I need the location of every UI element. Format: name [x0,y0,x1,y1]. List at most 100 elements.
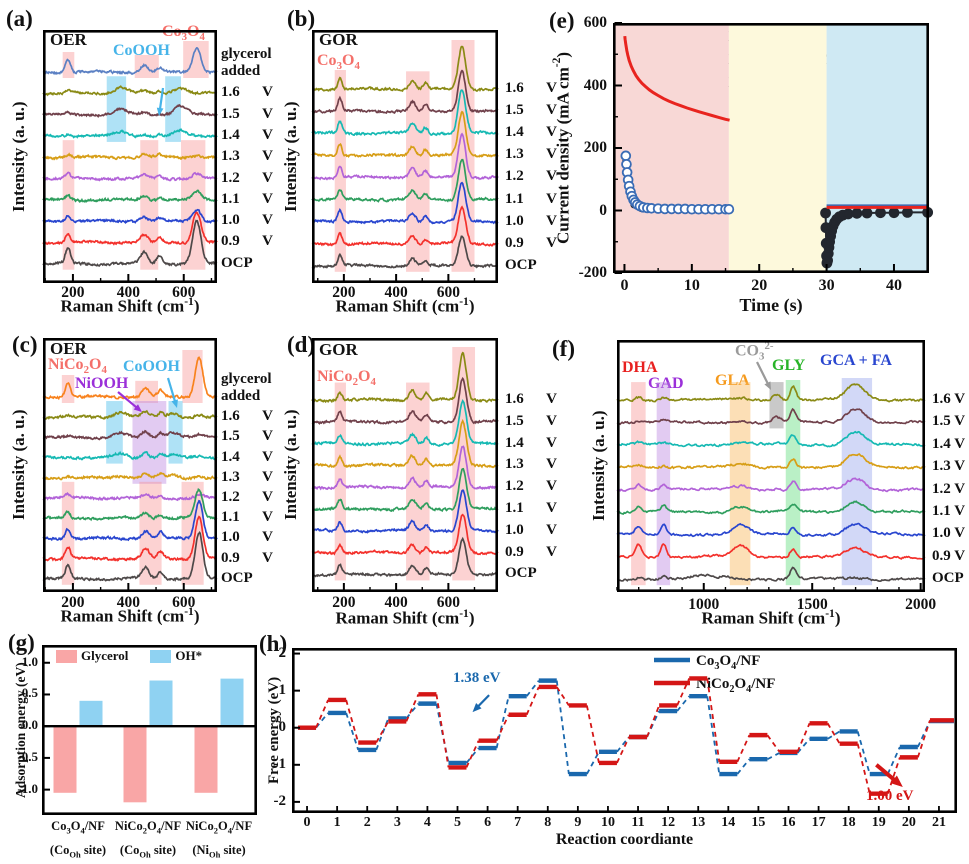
step-connector [706,696,721,775]
curve-label: 1.1 V [221,190,273,207]
step-connector [315,699,329,729]
spectrum-curve [312,45,499,93]
data-marker [620,150,632,162]
step-connector [525,680,540,697]
y-tick-label: -1.0 [17,780,38,796]
spectrum-curve [42,189,218,204]
axes-frame [41,644,257,815]
spectrum-curve [311,158,499,203]
step-connector [706,678,721,762]
spectrum-curve [311,376,499,425]
x-tick-label: 1 [333,815,341,830]
x-tick-label: 5 [453,815,461,830]
x-tick-label: 0 [303,815,311,830]
y-tick-label: 600 [583,14,607,31]
x-tick-label: 8 [544,815,552,830]
step-connector [405,703,420,720]
highlight-band [135,380,158,403]
step-connector [586,751,600,775]
arrow-head-icon [133,404,142,412]
y-tick-label: 0 [599,201,607,219]
curve-label: OCP [932,570,964,587]
line-icon [652,653,692,672]
step-connector [555,680,570,775]
panel-c-label-niooh: NiOOH [75,375,129,392]
x-tick-label: 12 [661,815,676,830]
highlight-band [334,70,346,272]
panel-a-xlabel: Raman Shift (cm-1) [60,295,200,316]
arrow-icon [166,377,177,404]
panel-a-title: OER [50,30,87,49]
panel-f-ylabel: Intensity (a. u.) [589,410,608,522]
panel-a-label-coooh: CoOOH [113,42,170,59]
curve-label: 1.5 V [221,428,273,445]
curve-label: 1.1 V [505,500,557,516]
step-connector [465,740,480,768]
spectrum-curve [42,356,218,401]
y-tick-label: -200 [578,264,607,281]
plot-canvas [42,337,218,592]
panel-g-legend: Glycerol OH* [56,648,202,663]
curve-label: 0.9 V [221,549,273,566]
highlight-band [769,382,784,429]
x-tick-label: 1500 [796,596,828,613]
y-tick-label: 2 [278,644,287,661]
spectrum-curve [312,489,499,534]
x-tick-label: 20 [901,815,916,830]
curve-label: 1.3 V [505,456,557,473]
spectrum-curve [311,69,499,114]
category-label: Co3O4/NF (CoOh site) [49,819,107,859]
panel-b-xlabel: Raman Shift (cm-1) [335,295,475,316]
curve-label: 1.4 V [505,434,557,451]
curve-label: 0.9 V [505,543,557,560]
x-tick-label: 15 [751,815,766,830]
panel-f-label-co3: CO32- [735,340,774,363]
spectrum-curve [616,430,926,448]
step-connector [676,678,691,706]
curve-label: OCP [505,565,537,582]
panel-f-label-gly: GLY [772,357,806,374]
spectrum-curve [616,543,926,560]
panel-c-title: OER [50,339,87,358]
step-connector [585,705,600,764]
panel-b-label-co3o4: Co3O4 [317,52,360,73]
arrow-head-icon [764,381,771,390]
panel-c-label-coooh: CoOOH [123,358,180,375]
data-marker [723,203,735,215]
step-connector [495,714,510,742]
spectrum-curve [42,152,218,161]
y-tick-label: 0 [278,718,287,735]
x-tick-label: 400 [384,594,408,611]
x-tick-label: 6 [484,815,492,830]
step-connector [766,752,780,761]
x-tick-label: 13 [691,815,706,830]
panel-letter-d: (d) [287,332,316,357]
step-connector [856,731,871,775]
curve-label: 1.6 V [932,391,966,407]
x-tick-label: 4 [423,815,431,830]
curve-label: 1.4 V [932,435,966,452]
bar [123,726,147,803]
y-tick-label: -0.5 [17,748,38,764]
step-connector [886,757,901,795]
panel-letter-b: (b) [287,6,316,31]
x-tick-label: 21 [931,815,946,830]
region-band [613,23,729,273]
x-tick-label: 200 [332,594,356,611]
panel-h-xlabel: Reaction coordiante [555,831,694,848]
spectrum-curve [42,531,218,582]
bar [149,680,173,727]
legend-item: Co3O4/NF [652,651,775,674]
curve-label: OCP [221,254,253,271]
curve-label: 1.6 V [505,80,557,96]
axes-frame [291,647,958,813]
spectrum-curve [42,103,218,118]
curve-label: 1.6 V [505,391,557,407]
step-connector [796,738,811,754]
y-tick-label: 400 [583,76,607,94]
x-tick-label: 14 [721,815,736,830]
y-tick-label: 200 [583,139,607,156]
data-marker [842,208,854,220]
panel-f-label-gla: GLA [715,372,750,389]
bar [79,700,103,727]
